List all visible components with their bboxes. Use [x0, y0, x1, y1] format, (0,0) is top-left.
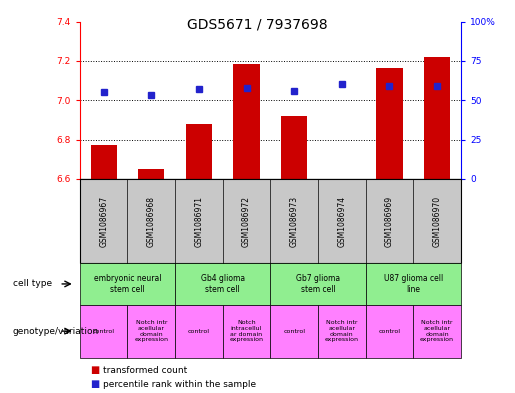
Text: cell type: cell type: [13, 279, 52, 288]
Bar: [80, 179, 461, 263]
Bar: [270, 305, 318, 358]
Bar: [424, 57, 450, 179]
Text: GSM1086967: GSM1086967: [99, 195, 108, 247]
Text: Notch intr
acellular
domain
expression: Notch intr acellular domain expression: [420, 320, 454, 342]
Text: GSM1086972: GSM1086972: [242, 196, 251, 246]
Bar: [233, 64, 260, 179]
Text: transformed count: transformed count: [103, 365, 187, 375]
Text: ■: ■: [90, 365, 99, 375]
Bar: [128, 305, 175, 358]
Bar: [80, 263, 175, 305]
Bar: [175, 263, 270, 305]
Text: control: control: [379, 329, 401, 334]
Bar: [366, 305, 413, 358]
Bar: [366, 263, 461, 305]
Text: control: control: [93, 329, 115, 334]
Bar: [270, 263, 366, 305]
Text: Notch intr
acellular
domain
expression: Notch intr acellular domain expression: [325, 320, 359, 342]
Text: control: control: [283, 329, 305, 334]
Bar: [376, 68, 403, 179]
Text: control: control: [188, 329, 210, 334]
Text: GSM1086968: GSM1086968: [147, 196, 156, 246]
Bar: [413, 305, 461, 358]
Bar: [91, 145, 117, 179]
Text: U87 glioma cell
line: U87 glioma cell line: [384, 274, 443, 294]
Text: GSM1086971: GSM1086971: [195, 196, 203, 246]
Bar: [186, 124, 212, 179]
Text: genotype/variation: genotype/variation: [13, 327, 99, 336]
Bar: [281, 116, 307, 179]
Text: Gb7 glioma
stem cell: Gb7 glioma stem cell: [296, 274, 340, 294]
Text: embryonic neural
stem cell: embryonic neural stem cell: [94, 274, 161, 294]
Text: GDS5671 / 7937698: GDS5671 / 7937698: [187, 18, 328, 32]
Bar: [318, 305, 366, 358]
Text: percentile rank within the sample: percentile rank within the sample: [103, 380, 256, 389]
Bar: [175, 305, 222, 358]
Text: Gb4 glioma
stem cell: Gb4 glioma stem cell: [201, 274, 245, 294]
Text: Notch intr
acellular
domain
expression: Notch intr acellular domain expression: [134, 320, 168, 342]
Text: GSM1086970: GSM1086970: [433, 195, 441, 247]
Text: GSM1086973: GSM1086973: [290, 195, 299, 247]
Bar: [138, 169, 164, 179]
Bar: [222, 305, 270, 358]
Text: Notch
intracellul
ar domain
expression: Notch intracellul ar domain expression: [230, 320, 264, 342]
Text: GSM1086969: GSM1086969: [385, 195, 394, 247]
Bar: [80, 305, 128, 358]
Text: GSM1086974: GSM1086974: [337, 195, 346, 247]
Text: ■: ■: [90, 379, 99, 389]
